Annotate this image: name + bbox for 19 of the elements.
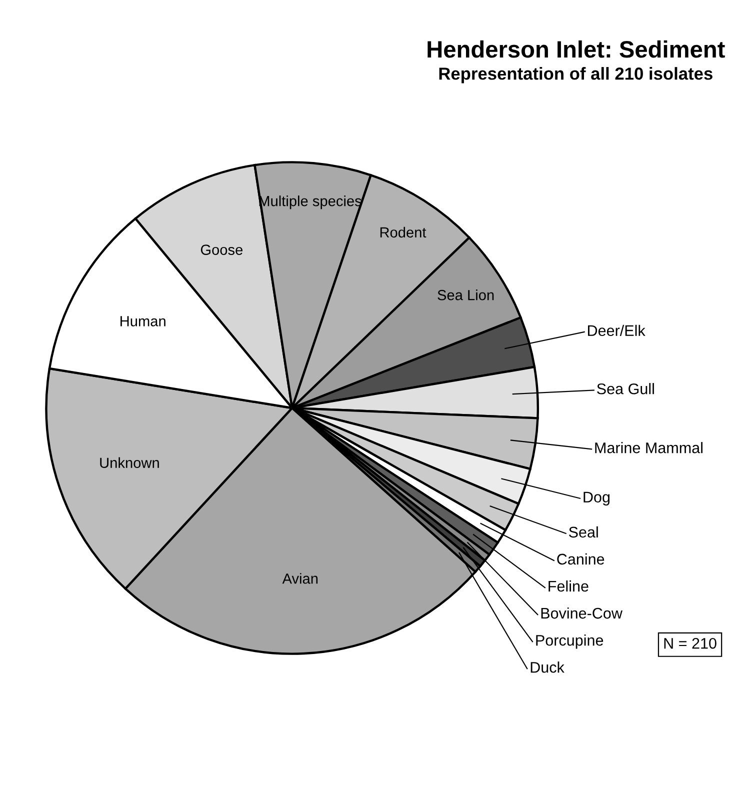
slice-label: Rodent: [380, 226, 426, 238]
slice-label: Deer/Elk: [588, 324, 646, 336]
slice-label: Seal: [569, 526, 598, 538]
slice-label: Canine: [557, 553, 604, 565]
slice-label: Unknown: [100, 457, 159, 468]
slice-label: Marine Mammal: [595, 442, 702, 454]
slice-label: Dog: [584, 492, 610, 506]
slice-label: Duck: [530, 662, 564, 673]
slice-label: Porcupine: [536, 634, 604, 649]
slice-label: Avian: [282, 573, 318, 584]
slice-label: Sea Lion: [438, 290, 494, 300]
slice-label: Feline: [548, 580, 588, 592]
slice-label: Sea Gull: [597, 383, 654, 394]
chart-subtitle: Representation of all 210 isolates: [439, 67, 712, 84]
slice-label: Bovine-Cow: [541, 607, 622, 619]
slice-label: Goose: [200, 244, 242, 255]
chart-title: Henderson Inlet: Sediment: [428, 40, 725, 58]
slice-label: Human: [120, 316, 166, 326]
text: N = 210: [664, 638, 716, 649]
